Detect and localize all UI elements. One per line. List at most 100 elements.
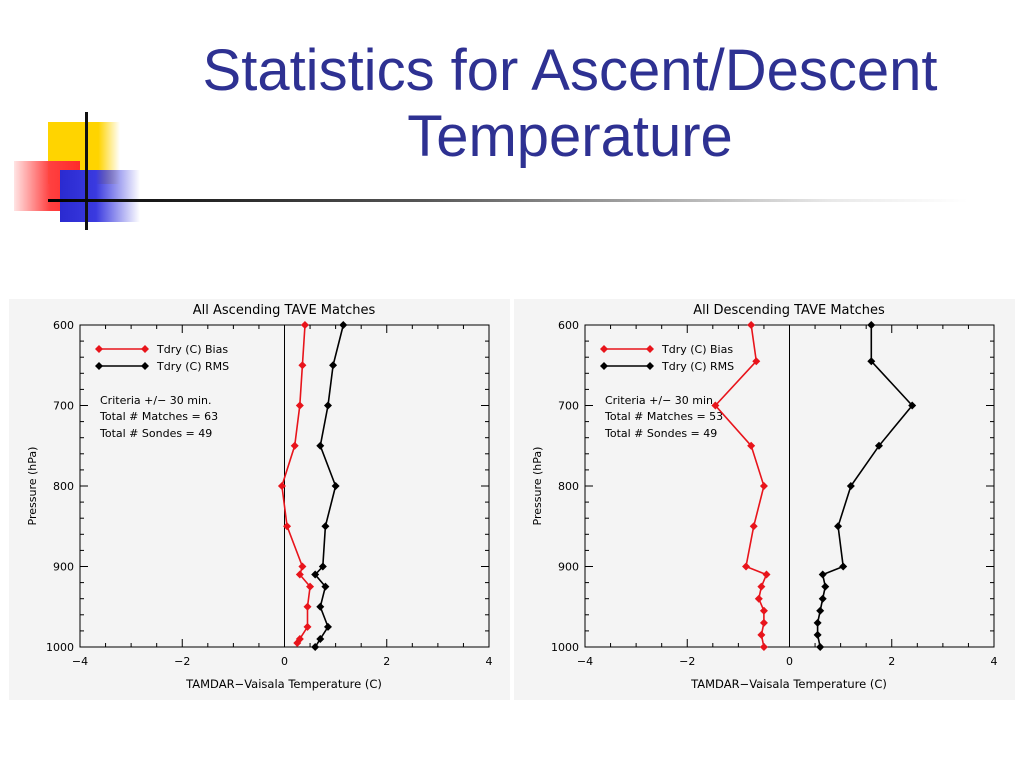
descending-chart-panel: All Descending TAVE Matches 600 700 800 900… bbox=[514, 299, 1015, 700]
y-tick-label: 900 bbox=[53, 561, 74, 574]
rms-data-point bbox=[321, 522, 330, 531]
x-tick-label: 2 bbox=[888, 655, 895, 668]
descending-chart: All Descending TAVE Matches 600 700 800 900… bbox=[531, 303, 998, 691]
bias-data-point bbox=[293, 638, 302, 647]
rms-data-point bbox=[818, 570, 827, 579]
ascending-chart-panel: All Ascending TAVE Matches 600 700 800 900 1… bbox=[9, 299, 510, 700]
y-tick-label: 1000 bbox=[551, 641, 579, 654]
rms-data-point bbox=[846, 482, 855, 490]
y-tick-label: 800 bbox=[558, 480, 579, 493]
rms-data-point bbox=[323, 401, 332, 410]
bias-data-point bbox=[298, 562, 307, 571]
bias-data-point bbox=[303, 602, 312, 611]
rms-data-point bbox=[818, 594, 827, 603]
rms-data-point bbox=[316, 441, 325, 450]
bias-data-point bbox=[757, 630, 766, 639]
annotation-matches: Total # Matches = 53 bbox=[604, 410, 723, 423]
annotation-criteria: Criteria +/− 30 min. bbox=[100, 394, 212, 407]
bias-data-point bbox=[747, 441, 756, 450]
legend: Tdry (C) Bias Tdry (C) RMS bbox=[600, 343, 734, 373]
bias-data-point bbox=[295, 401, 304, 410]
rms-data-point bbox=[813, 630, 822, 639]
bias-data-point bbox=[747, 321, 756, 329]
x-tick-label: 0 bbox=[786, 655, 793, 668]
legend-bias-label: Tdry (C) Bias bbox=[661, 343, 733, 356]
rms-data-point bbox=[311, 643, 320, 651]
y-axis-label: Pressure (hPa) bbox=[26, 447, 39, 526]
rms-data-point bbox=[323, 622, 332, 631]
bias-data-point bbox=[295, 570, 304, 579]
rms-data-point bbox=[329, 361, 338, 370]
y-tick-label: 900 bbox=[558, 561, 579, 574]
bias-data-point bbox=[711, 401, 720, 410]
chart-title: All Descending TAVE Matches bbox=[693, 303, 885, 318]
bias-data-point bbox=[749, 522, 758, 531]
x-tick-label: 0 bbox=[281, 655, 288, 668]
ascending-chart: All Ascending TAVE Matches 600 700 800 900 1… bbox=[26, 303, 493, 691]
legend-rms-label: Tdry (C) RMS bbox=[661, 360, 734, 373]
y-tick-label: 600 bbox=[53, 319, 74, 332]
x-tick-label: 2 bbox=[383, 655, 390, 668]
bias-data-point bbox=[277, 482, 286, 490]
x-tick-label: −2 bbox=[679, 655, 695, 668]
annotation-matches: Total # Matches = 63 bbox=[99, 410, 218, 423]
rms-data-point bbox=[867, 357, 876, 366]
decor-horizontal-rule bbox=[48, 199, 968, 202]
rms-data-point bbox=[318, 562, 327, 571]
y-tick-label: 1000 bbox=[46, 641, 74, 654]
bias-data-point bbox=[762, 570, 771, 579]
bias-data-point bbox=[754, 594, 763, 603]
bias-data-point bbox=[752, 357, 761, 366]
x-axis-label: TAMDAR−Vaisala Temperature (C) bbox=[690, 677, 887, 691]
y-tick-label: 800 bbox=[53, 480, 74, 493]
decor-vertical-line bbox=[85, 112, 88, 230]
rms-data-point bbox=[311, 570, 320, 579]
bias-data-point bbox=[757, 582, 766, 591]
slide-title-line1: Statistics for Ascent/Descent bbox=[202, 38, 938, 103]
annotation-sondes: Total # Sondes = 49 bbox=[604, 427, 717, 440]
x-axis-label: TAMDAR−Vaisala Temperature (C) bbox=[185, 677, 382, 691]
rms-data-point bbox=[834, 522, 843, 531]
decor-blue-block bbox=[60, 170, 140, 222]
rms-data-point bbox=[316, 634, 325, 643]
y-tick-label: 600 bbox=[558, 319, 579, 332]
bias-data-point bbox=[306, 582, 315, 591]
rms-data-point bbox=[339, 321, 348, 329]
bias-data-point bbox=[303, 622, 312, 631]
bias-data-point bbox=[298, 361, 307, 370]
y-axis-label: Pressure (hPa) bbox=[531, 447, 544, 526]
y-tick-label: 700 bbox=[558, 400, 579, 413]
y-tick-label: 700 bbox=[53, 400, 74, 413]
rms-data-point bbox=[813, 618, 822, 627]
rms-data-point bbox=[331, 482, 340, 490]
legend-rms-label: Tdry (C) RMS bbox=[156, 360, 229, 373]
rms-data-point bbox=[867, 321, 876, 329]
bias-data-point bbox=[759, 618, 768, 627]
x-tick-label: −4 bbox=[72, 655, 88, 668]
bias-data-point bbox=[759, 643, 768, 651]
bias-data-point bbox=[742, 562, 751, 571]
rms-data-point bbox=[821, 582, 830, 591]
slide-title: Statistics for Ascent/Descent Temperatur… bbox=[120, 38, 1020, 170]
legend-bias-label: Tdry (C) Bias bbox=[156, 343, 228, 356]
x-tick-label: 4 bbox=[991, 655, 998, 668]
rms-data-point bbox=[874, 441, 883, 450]
x-tick-label: 4 bbox=[486, 655, 493, 668]
rms-data-point bbox=[316, 602, 325, 611]
rms-data-point bbox=[816, 606, 825, 615]
rms-data-point bbox=[839, 562, 848, 571]
rms-data-point bbox=[321, 582, 330, 591]
x-tick-label: −4 bbox=[577, 655, 593, 668]
rms-data-point bbox=[908, 401, 917, 410]
chart-title: All Ascending TAVE Matches bbox=[193, 303, 376, 318]
legend: Tdry (C) Bias Tdry (C) RMS bbox=[95, 343, 229, 373]
annotation-sondes: Total # Sondes = 49 bbox=[99, 427, 212, 440]
bias-data-point bbox=[283, 522, 292, 531]
slide-title-line2: Temperature bbox=[407, 104, 733, 169]
annotation-criteria: Criteria +/− 30 min. bbox=[605, 394, 717, 407]
x-tick-label: −2 bbox=[174, 655, 190, 668]
bias-data-point bbox=[300, 321, 309, 329]
bias-data-point bbox=[759, 606, 768, 615]
rms-data-point bbox=[816, 643, 825, 651]
bias-data-point bbox=[759, 482, 768, 490]
